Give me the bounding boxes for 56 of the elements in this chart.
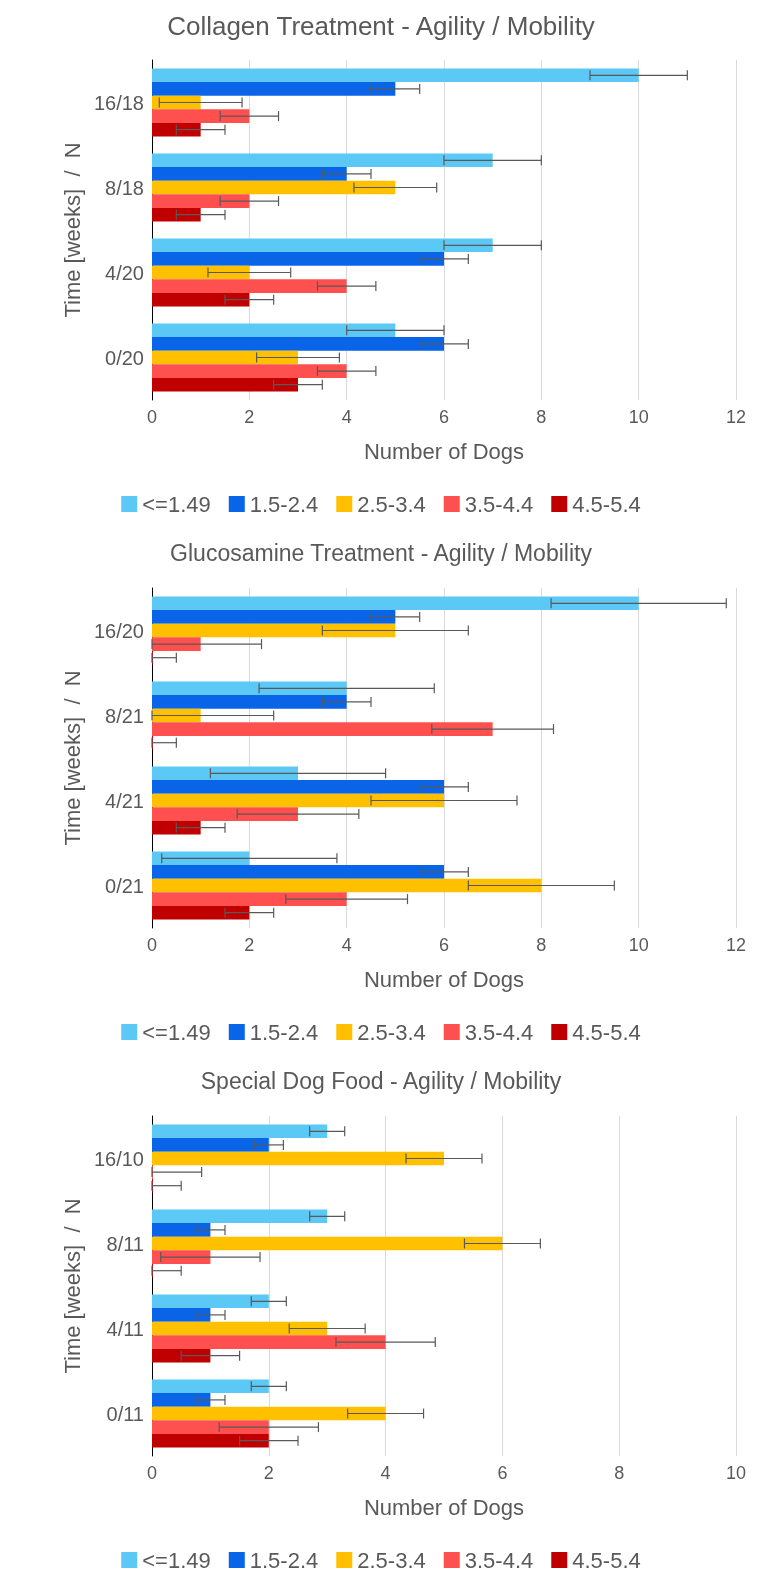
legend-label: 4.5-5.4 xyxy=(572,1019,641,1045)
legend-label: 4.5-5.4 xyxy=(572,1547,641,1573)
legend-label: 2.5-3.4 xyxy=(357,1547,426,1573)
x-axis-title: Number of Dogs xyxy=(363,438,525,464)
x-tick-label: 8 xyxy=(536,935,547,955)
legend-label: 1.5-2.4 xyxy=(249,1547,319,1573)
y-tick-label: 4/11 xyxy=(106,1317,144,1340)
x-tick-label: 6 xyxy=(497,1463,508,1483)
legend-label: <=1.49 xyxy=(142,1547,211,1573)
chart-title: Special Dog Food - Agility / Mobility xyxy=(200,1067,562,1094)
y-axis-title: Time [weeks] / N xyxy=(59,142,85,318)
y-axis-title: Time [weeks] / N xyxy=(59,1198,85,1374)
y-tick-label: 8/21 xyxy=(105,704,144,727)
y-tick-label: 16/18 xyxy=(93,91,144,114)
legend-label: <=1.49 xyxy=(142,1019,211,1045)
x-axis-title: Number of Dogs xyxy=(363,966,525,992)
x-axis-title: Number of Dogs xyxy=(363,1494,525,1520)
y-tick-label: 16/10 xyxy=(93,1147,144,1170)
legend-label: 1.5-2.4 xyxy=(249,1019,319,1045)
x-tick-label: 2 xyxy=(244,407,255,427)
chart-title: Collagen Treatment - Agility / Mobility xyxy=(167,11,595,41)
x-tick-label: 6 xyxy=(438,407,450,427)
y-tick-label: 8/18 xyxy=(105,176,144,199)
x-tick-label: 8 xyxy=(536,407,547,427)
y-tick-label: 16/20 xyxy=(93,619,144,642)
x-tick-label: 10 xyxy=(628,407,649,427)
y-tick-label: 4/20 xyxy=(105,261,144,284)
x-tick-label: 0 xyxy=(146,1463,158,1483)
legend-label: 2.5-3.4 xyxy=(357,491,426,517)
legend-label: 4.5-5.4 xyxy=(572,491,641,517)
x-tick-label: 4 xyxy=(341,407,352,427)
legend-label: 2.5-3.4 xyxy=(357,1019,426,1045)
legend-label: 1.5-2.4 xyxy=(249,491,319,517)
legend-label: <=1.49 xyxy=(142,491,211,517)
legend-label: 3.5-4.4 xyxy=(464,1019,534,1045)
x-tick-label: 8 xyxy=(614,1463,625,1483)
legend-label: 3.5-4.4 xyxy=(464,1547,534,1573)
y-tick-label: 8/11 xyxy=(106,1232,144,1255)
chart-title: Glucosamine Treatment - Agility / Mobility xyxy=(170,539,593,566)
x-tick-label: 4 xyxy=(341,935,352,955)
x-tick-label: 6 xyxy=(438,935,450,955)
y-tick-label: 4/21 xyxy=(105,789,144,812)
x-tick-label: 12 xyxy=(725,935,747,955)
x-tick-label: 12 xyxy=(725,407,747,427)
x-tick-label: 2 xyxy=(244,935,255,955)
legend-label: 3.5-4.4 xyxy=(464,491,534,517)
x-tick-label: 0 xyxy=(146,935,158,955)
x-tick-label: 0 xyxy=(146,407,158,427)
y-tick-label: 0/21 xyxy=(105,874,144,897)
x-tick-label: 10 xyxy=(628,935,649,955)
x-tick-label: 10 xyxy=(725,1463,747,1483)
y-tick-label: 0/20 xyxy=(105,346,144,369)
y-axis-title: Time [weeks] / N xyxy=(59,670,85,846)
x-tick-label: 2 xyxy=(263,1463,274,1483)
y-tick-label: 0/11 xyxy=(106,1402,144,1425)
x-tick-label: 4 xyxy=(380,1463,391,1483)
